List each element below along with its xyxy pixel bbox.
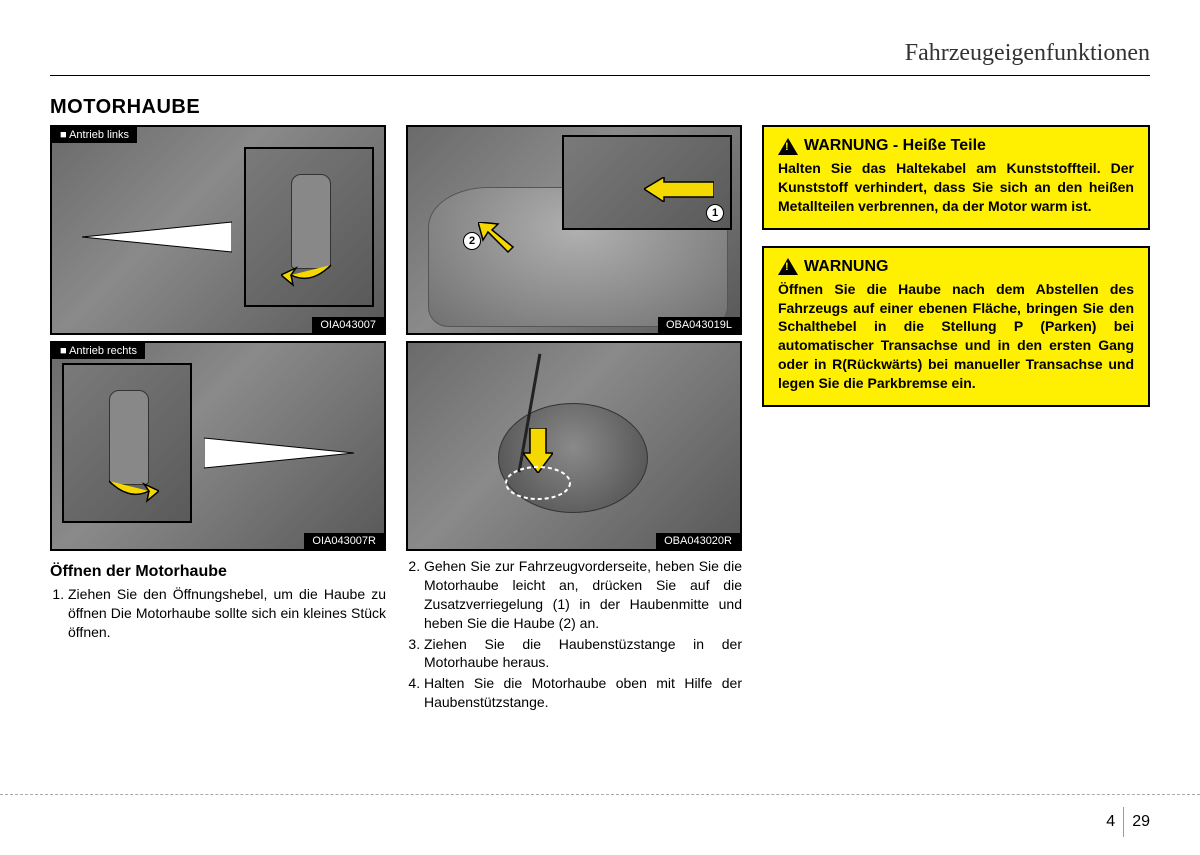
arrow-icon <box>644 177 714 202</box>
page-cut-line <box>0 794 1200 795</box>
figure-label-top: ■ Antrieb links <box>52 127 137 143</box>
footer-divider <box>1123 807 1124 837</box>
figure-antrieb-links: ■ Antrieb links OIA043007 <box>50 125 386 335</box>
figure-hood-latch: 1 2 OBA043019L <box>406 125 742 335</box>
page-number: 29 <box>1132 813 1150 831</box>
figure-code: OIA043007R <box>304 533 384 549</box>
figure-inset <box>62 363 192 523</box>
arrow-icon <box>281 260 341 290</box>
section-title: MOTORHAUBE <box>50 96 1150 119</box>
arrow-icon <box>478 222 518 257</box>
warning-box-parking: WARNUNG Öffnen Sie die Haube nach dem Ab… <box>762 246 1150 407</box>
figure-code: OBA043020R <box>656 533 740 549</box>
arrow-icon <box>99 476 159 506</box>
warning-body: Halten Sie das Haltekabel am Kunststofft… <box>778 159 1134 216</box>
figure-prop-rod: OBA043020R <box>406 341 742 551</box>
header-title: Fahrzeugeigenfunktionen <box>905 40 1150 66</box>
dotted-circle-icon <box>503 463 573 503</box>
pointer-icon <box>204 433 354 473</box>
step-1: Ziehen Sie den Öffnungshebel, um die Hau… <box>68 585 386 642</box>
page: Fahrzeugeigenfunktionen MOTORHAUBE ■ Ant… <box>50 0 1150 714</box>
step-2: Gehen Sie zur Fahrzeugvorderseite, heben… <box>424 557 742 633</box>
figure-inset: 1 <box>562 135 732 230</box>
page-header: Fahrzeugeigenfunktionen <box>50 40 1150 76</box>
figure-code: OIA043007 <box>312 317 384 333</box>
warning-title: WARNUNG - Heiße Teile <box>778 137 1134 155</box>
step-3: Ziehen Sie die Haubenstüzstange in der M… <box>424 635 742 673</box>
callout-1: 1 <box>706 204 724 222</box>
column-middle: 1 2 OBA043019L OBA043020R <box>406 125 742 714</box>
content-columns: ■ Antrieb links OIA043007 ■ Antrieb rech… <box>50 125 1150 714</box>
warning-title-text: WARNUNG <box>804 258 888 276</box>
warning-title-text: WARNUNG - Heiße Teile <box>804 137 986 155</box>
page-footer: 4 29 <box>1106 807 1150 837</box>
warning-title: WARNUNG <box>778 258 1134 276</box>
column-right: WARNUNG - Heiße Teile Halten Sie das Hal… <box>762 125 1150 714</box>
figure-label-top: ■ Antrieb rechts <box>52 343 145 359</box>
steps-list-middle: Gehen Sie zur Fahrzeugvorderseite, heben… <box>406 557 742 714</box>
warning-box-hot-parts: WARNUNG - Heiße Teile Halten Sie das Hal… <box>762 125 1150 230</box>
steps-list-left: Ziehen Sie den Öffnungshebel, um die Hau… <box>50 585 386 644</box>
figure-code: OBA043019L <box>658 317 740 333</box>
pointer-icon <box>82 217 232 257</box>
hood-lever-illustration <box>109 390 149 485</box>
step-4: Halten Sie die Motorhaube oben mit Hilfe… <box>424 674 742 712</box>
warning-triangle-icon <box>778 138 798 155</box>
warning-body: Öffnen Sie die Haube nach dem Abstellen … <box>778 280 1134 393</box>
subheading-open-hood: Öffnen der Motorhaube <box>50 563 386 581</box>
figure-antrieb-rechts: ■ Antrieb rechts OIA043007R <box>50 341 386 551</box>
column-left: ■ Antrieb links OIA043007 ■ Antrieb rech… <box>50 125 386 714</box>
warning-triangle-icon <box>778 258 798 275</box>
chapter-number: 4 <box>1106 813 1115 831</box>
hood-lever-illustration <box>291 174 331 269</box>
figure-inset <box>244 147 374 307</box>
